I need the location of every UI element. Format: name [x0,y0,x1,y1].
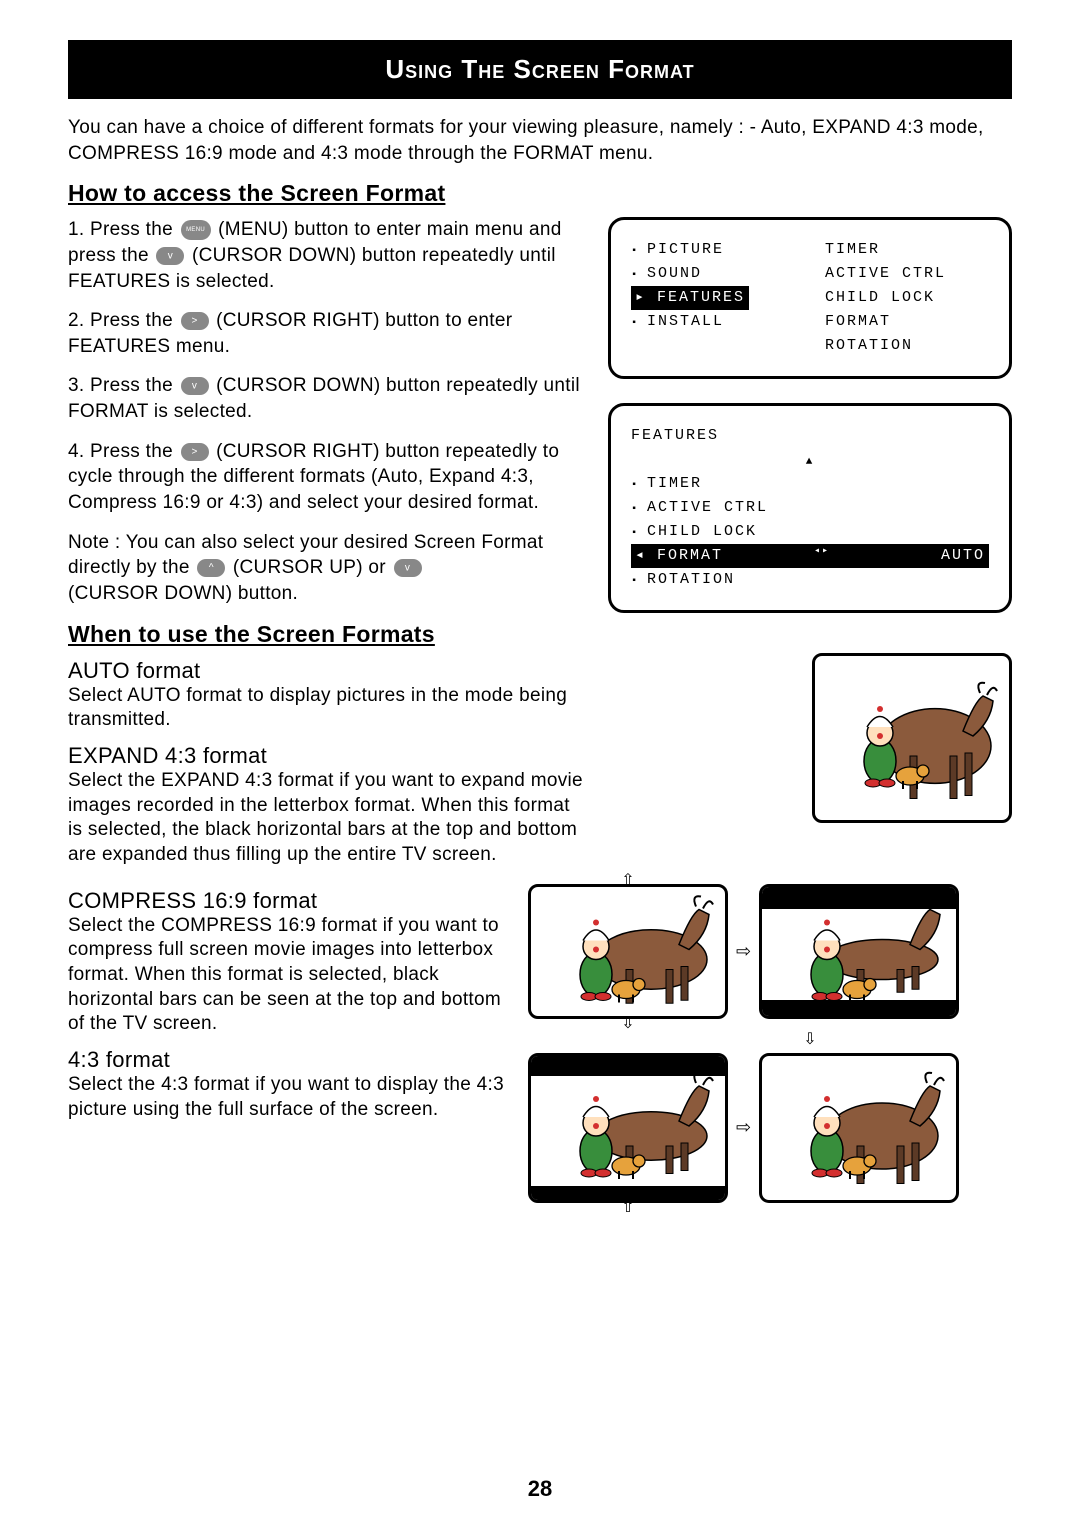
f43-heading: 4:3 format [68,1047,508,1073]
when-heading: When to use the Screen Formats [68,621,584,648]
cursor-down-icon [181,377,209,395]
menu-screen-2: FEATURES ▲ TIMERACTIVE CTRLCHILD LOCK◂ F… [608,403,1012,613]
left-column: 1. Press the (MENU) button to enter main… [68,217,608,877]
step-1-a: 1. Press the [68,219,179,240]
auto-text: Select AUTO format to display pictures i… [68,684,584,733]
intro-text: You can have a choice of different forma… [68,115,1012,166]
step-4: 4. Press the (CURSOR RIGHT) button repea… [68,439,584,516]
cursor-up-icon [197,559,225,577]
menu2-header: FEATURES [631,424,989,448]
step-3: 3. Press the (CURSOR DOWN) button repeat… [68,373,584,424]
note-c: (CURSOR DOWN) button. [68,583,298,604]
compress-heading: COMPRESS 16:9 format [68,888,508,914]
f43-after-illustration [759,1053,959,1203]
right-column: PICTURESOUND▸ FEATURESINSTALL TIMERACTIV… [608,217,1012,877]
page-title: Using The Screen Format [68,40,1012,99]
arrow-down-icon: ⇩ [608,1029,1012,1049]
note-text: Note : You can also select your desired … [68,530,584,607]
step-2-a: 2. Press the [68,310,179,331]
access-heading: How to access the Screen Format [68,180,1012,207]
cursor-down-icon [156,247,184,265]
arrow-down-icon: ⇩ [621,1013,634,1033]
menu-screen-1: PICTURESOUND▸ FEATURESINSTALL TIMERACTIV… [608,217,1012,379]
compress-text: Select the COMPRESS 16:9 format if you w… [68,914,508,1037]
content-row: 1. Press the (MENU) button to enter main… [68,217,1012,877]
step-2: 2. Press the (CURSOR RIGHT) button to en… [68,308,584,359]
expand-heading: EXPAND 4:3 format [68,743,584,769]
page-number: 28 [528,1476,552,1502]
step-3-a: 3. Press the [68,375,179,396]
illustrations-panel: ⇧ ⇩ ⇨ [528,884,1012,1213]
arrow-right-icon: ⇨ [736,1117,751,1138]
cursor-right-icon [181,312,209,330]
auto-heading: AUTO format [68,658,584,684]
expand-illustration [812,653,1012,823]
f43-before-illustration [528,1053,728,1203]
menu-button-icon [181,220,211,240]
expand-text: Select the EXPAND 4:3 format if you want… [68,769,584,868]
compress-before-illustration [528,884,728,1019]
arrow-up-icon: ⇧ [621,1197,634,1217]
bottom-section: COMPRESS 16:9 format Select the COMPRESS… [68,884,1012,1213]
f43-text: Select the 4:3 format if you want to dis… [68,1073,508,1122]
compress-after-illustration [759,884,959,1019]
step-1: 1. Press the (MENU) button to enter main… [68,217,584,294]
note-b: (CURSOR UP) or [227,557,391,578]
arrow-right-icon: ⇨ [736,941,751,962]
cursor-down-icon [394,559,422,577]
cursor-right-icon [181,443,209,461]
step-4-a: 4. Press the [68,441,179,462]
